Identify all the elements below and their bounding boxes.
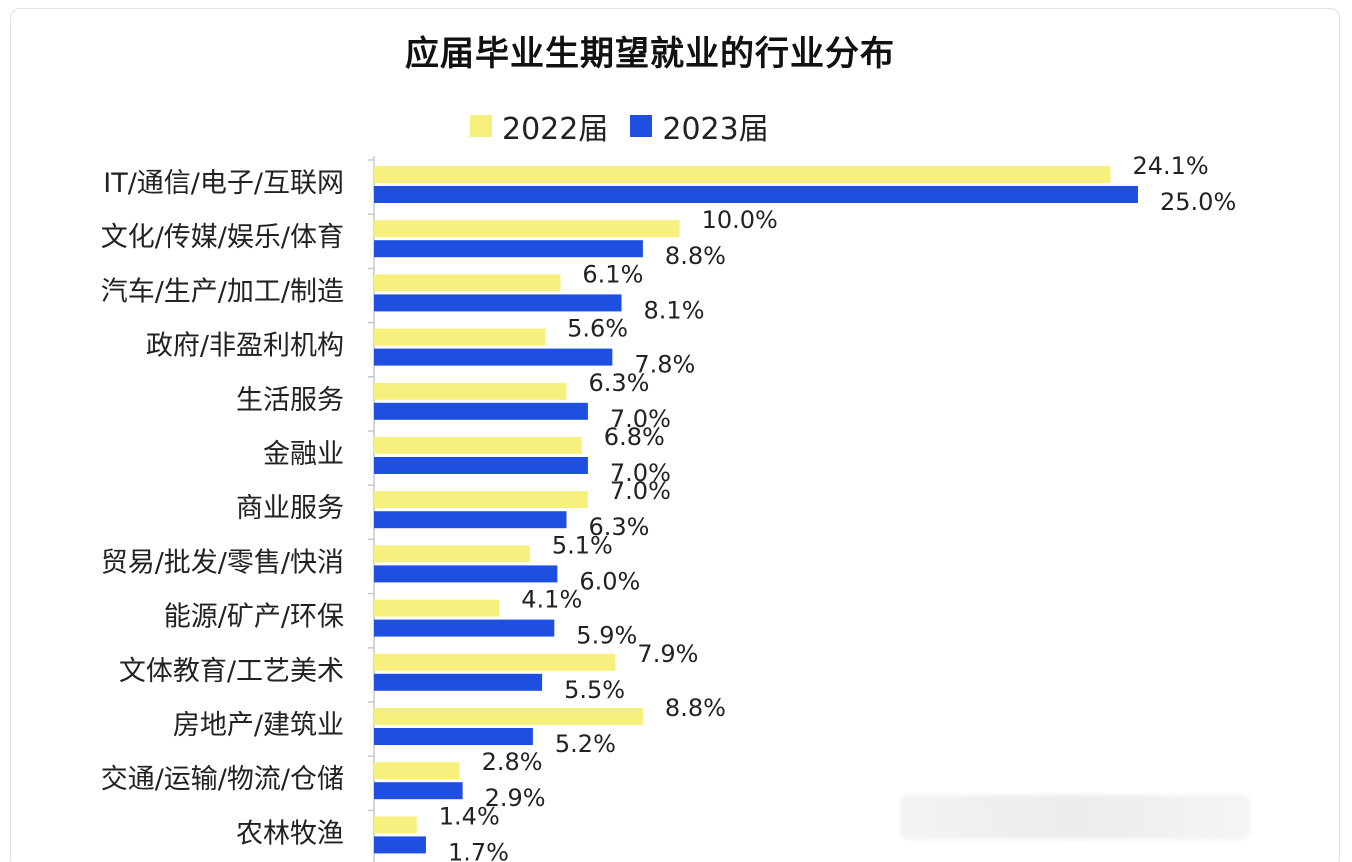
data-label-2023: 5.9% [576,622,637,650]
bar-2022 [374,437,582,454]
bar-2022 [374,274,561,292]
bar-2023 [374,348,613,366]
chart-frame [10,8,1340,862]
data-label-2023: 2.9% [485,784,546,812]
data-label-2022: 5.6% [567,315,628,343]
category-label: IT/通信/电子/互联网 [103,168,344,199]
category-label: 金融业 [263,439,344,470]
data-label-2023: 7.0% [610,405,671,433]
legend-swatch-2022 [470,115,492,137]
bar-2023 [374,402,588,420]
category-label: 文化/传媒/娱乐/体育 [101,222,344,253]
bar-2023 [374,728,533,745]
data-label-2023: 1.7% [448,838,509,862]
legend-item-2022: 2022届 [470,104,608,148]
data-label-2022: 6.3% [589,369,650,397]
category-label: 商业服务 [236,493,344,524]
bar-2022 [374,599,500,617]
bar-2023 [374,294,622,312]
category-label: 交通/运输/物流/仓储 [101,764,344,795]
bar-2022 [374,653,616,671]
data-label-2023: 6.0% [579,567,640,595]
bar-2023 [374,186,1138,203]
data-label-2022: 6.1% [582,260,643,288]
blurred-watermark [900,795,1250,839]
data-label-2023: 5.2% [555,730,616,758]
data-label-2022: 4.1% [521,586,582,614]
category-label: 汽车/生产/加工/制造 [101,276,344,307]
data-label-2022: 7.0% [610,477,671,505]
legend-swatch-2023 [630,115,653,137]
bar-2022 [374,545,530,563]
bar-2023 [374,673,543,691]
data-label-2023: 8.1% [644,296,705,324]
data-label-2023: 25.0% [1160,188,1236,216]
category-label: 能源/矿产/环保 [164,602,344,633]
data-label-2022: 8.8% [665,694,726,722]
data-label-2023: 8.8% [665,242,726,270]
data-label-2022: 7.9% [637,640,698,668]
data-label-2022: 2.8% [482,748,543,776]
data-label-2023: 5.5% [564,676,625,704]
category-label: 房地产/建筑业 [173,710,344,741]
data-label-2022: 6.8% [604,423,665,451]
data-label-2023: 7.0% [610,459,671,487]
legend-label-2022: 2022届 [502,112,609,147]
bar-2022 [374,762,460,780]
bar-2023 [374,619,555,637]
data-label-2022: 5.1% [552,531,613,559]
data-label-2022: 1.4% [439,802,500,830]
bar-2022 [374,816,417,834]
bar-2022 [374,166,1111,183]
bar-2022 [374,491,588,509]
data-label-2023: 7.8% [634,351,695,379]
bar-2022 [374,328,546,346]
legend-label-2023: 2023届 [662,112,769,147]
bar-2023 [374,511,567,529]
category-label: 文体教育/工艺美术 [119,656,344,687]
data-label-2022: 10.0% [702,206,778,234]
bar-2023 [374,782,463,800]
bar-2023 [374,565,558,583]
data-label-2022: 24.1% [1132,152,1208,180]
chart-legend: 2022届 2023届 [470,104,791,148]
category-label: 政府/非盈利机构 [146,331,344,362]
chart-title: 应届毕业生期望就业的行业分布 [405,34,895,74]
category-label: 贸易/批发/零售/快消 [101,547,344,578]
bar-2022 [374,708,643,725]
bar-2022 [374,220,680,238]
bar-2023 [374,457,588,474]
legend-item-2023: 2023届 [630,104,769,148]
category-label: 生活服务 [236,385,344,416]
data-label-2023: 6.3% [589,513,650,541]
category-label: 农林牧渔 [236,818,344,849]
bar-2022 [374,382,567,400]
bar-2023 [374,240,643,258]
bar-2023 [374,836,426,854]
